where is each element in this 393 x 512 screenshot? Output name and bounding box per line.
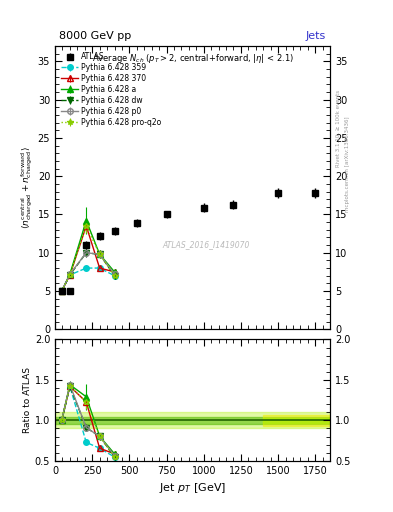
Text: Average $N_{ch}$ ($p_T>2$, central+forward, $|\eta|$ < 2.1): Average $N_{ch}$ ($p_T>2$, central+forwa… bbox=[92, 52, 294, 65]
Text: Rivet 3.1.10, ≥ 100k events: Rivet 3.1.10, ≥ 100k events bbox=[336, 90, 341, 166]
Text: Jets: Jets bbox=[306, 31, 326, 41]
Y-axis label: Ratio to ATLAS: Ratio to ATLAS bbox=[23, 367, 32, 433]
Text: 8000 GeV pp: 8000 GeV pp bbox=[59, 31, 131, 41]
Y-axis label: $\langle n^{\rm central}_{\rm charged} + n^{\rm forward}_{\rm charged} \rangle$: $\langle n^{\rm central}_{\rm charged} +… bbox=[19, 146, 35, 229]
Text: mcplots.cern.ch [arXiv:1306.3436]: mcplots.cern.ch [arXiv:1306.3436] bbox=[345, 116, 350, 211]
Legend: ATLAS, Pythia 6.428 359, Pythia 6.428 370, Pythia 6.428 a, Pythia 6.428 dw, Pyth: ATLAS, Pythia 6.428 359, Pythia 6.428 37… bbox=[59, 50, 163, 129]
X-axis label: Jet $p_T$ [GeV]: Jet $p_T$ [GeV] bbox=[159, 481, 226, 495]
Text: ATLAS_2016_I1419070: ATLAS_2016_I1419070 bbox=[163, 240, 250, 249]
